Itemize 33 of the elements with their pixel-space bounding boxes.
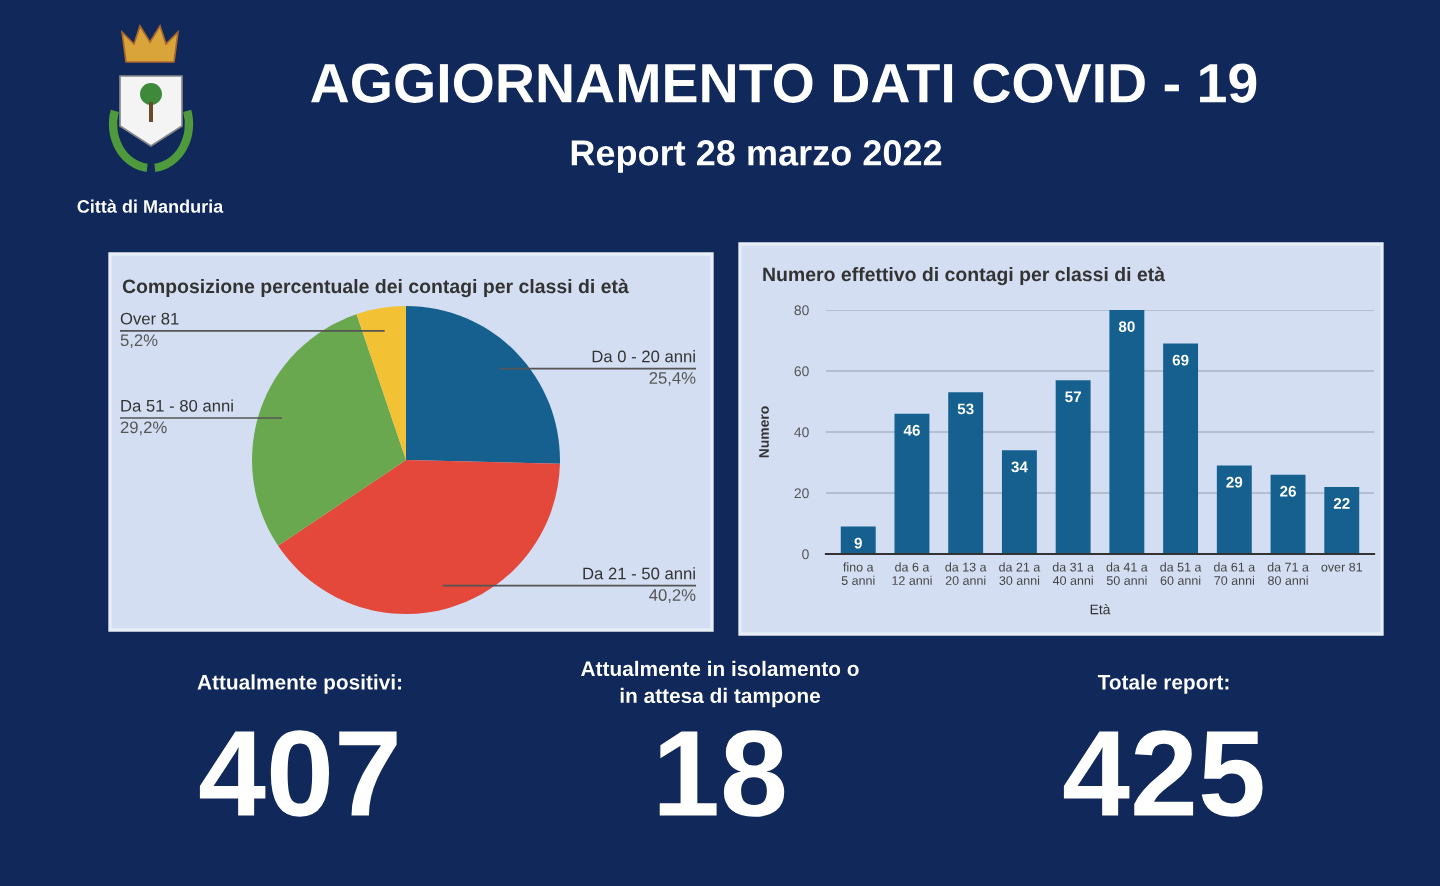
- bar: [1001, 450, 1037, 554]
- text: Totale report:: [1097, 674, 1229, 694]
- bar: [1324, 486, 1360, 554]
- text: 425: [1063, 730, 1263, 817]
- text: AGGIORNAMENTO DATI COVID - 19: [311, 63, 1257, 103]
- bar: [1163, 343, 1199, 554]
- bar: [1055, 380, 1091, 554]
- data-label: 5,2%: [120, 334, 158, 349]
- chart-title: Numero effettivo di contagi per classi di età: [763, 266, 1166, 286]
- text: Report 28 marzo 2022: [571, 140, 942, 173]
- pie-slice: [406, 306, 560, 464]
- bar: [1216, 465, 1252, 554]
- bar: [1270, 474, 1306, 554]
- pie-slice: [252, 314, 406, 546]
- data-label: 25,4%: [649, 372, 696, 386]
- data-label: 29,2%: [120, 421, 167, 436]
- bar: [894, 413, 930, 554]
- chart-title: Composizione percentuale dei contagi per classi di età: [122, 278, 629, 298]
- slice-label: Da 51 - 80 anni: [121, 399, 233, 412]
- text: 407: [199, 730, 397, 817]
- bar: [948, 392, 984, 554]
- data-label: 40,2%: [649, 589, 696, 603]
- slice-label: Over 81: [120, 312, 179, 325]
- text: Attualmente positivi:: [197, 674, 402, 694]
- pie-slice: [356, 306, 406, 460]
- bar: [1109, 310, 1145, 554]
- bar: [840, 526, 876, 554]
- text: Attualmente in isolamento o in attesa di tampone: [581, 660, 859, 708]
- text: 18: [659, 730, 785, 817]
- slice-label: Da 21 - 50 anni: [583, 567, 695, 580]
- pie-slice: [278, 460, 560, 614]
- slice-label: Da 0 - 20 anni: [592, 350, 695, 363]
- text: Città di Manduria: [77, 199, 224, 213]
